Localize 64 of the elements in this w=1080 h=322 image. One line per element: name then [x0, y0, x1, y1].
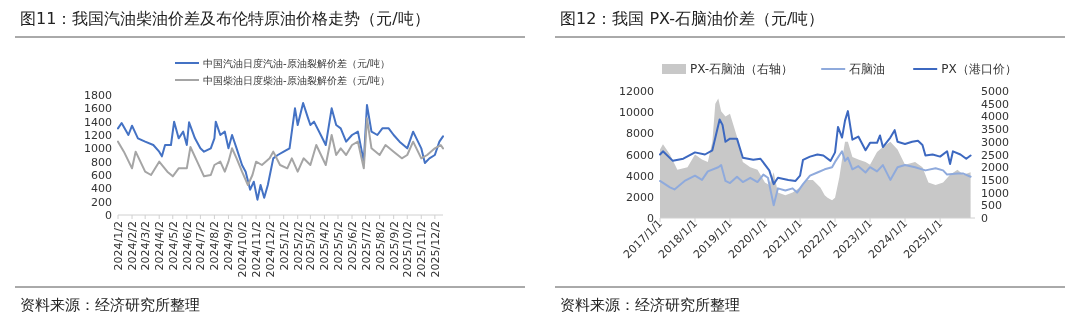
- text: 资料来源：经济研究所整理: [20, 296, 200, 314]
- x-tick-label: 2025/6/2: [346, 221, 360, 271]
- y2-tick-label: 5000: [981, 85, 1009, 98]
- y-tick-label: 200: [91, 195, 112, 209]
- x-tick-label: 2025/2/2: [291, 221, 305, 271]
- x-tick-label: 2024/7/2: [194, 221, 208, 271]
- x-tick-label: 2024/3/2: [139, 221, 153, 271]
- y2-tick-label: 1000: [981, 186, 1009, 200]
- y-tick-label: 8000: [626, 127, 654, 141]
- y-tick-label: 1600: [84, 102, 112, 116]
- y-tick-label: 6000: [626, 148, 654, 162]
- x-tick-label: 2024/5/2: [166, 221, 180, 271]
- y2-tick-label: 3500: [981, 123, 1009, 137]
- legend-label: 中国汽油日度汽油-原油裂解价差（元/吨）: [203, 58, 390, 69]
- x-tick-label: 2025/8/2: [373, 221, 387, 271]
- y2-tick-label: 3000: [981, 135, 1009, 149]
- x-tick-label: 2024/2/2: [126, 221, 140, 271]
- x-tick-label: 2025/11/2: [415, 221, 429, 278]
- x-tick-label: 2024/8/2: [208, 221, 222, 271]
- y2-tick-label: 0: [981, 212, 988, 225]
- x-tick-label: 2025/7/2: [359, 221, 373, 271]
- y-tick-label: 1000: [84, 142, 112, 156]
- x-tick-label: 2025/3/2: [304, 221, 318, 271]
- y2-tick-label: 4500: [981, 97, 1009, 111]
- x-tick-label: 2024/11/2: [250, 221, 264, 278]
- y-tick-label: 1800: [84, 89, 112, 102]
- y-tick-label: 1200: [84, 129, 112, 142]
- x-tick-label: 2024/12/2: [263, 221, 277, 278]
- chart-title: 图12：我国 PX-石脑油价差（元/吨）: [560, 9, 825, 28]
- y-tick-label: 4000: [626, 169, 654, 183]
- x-tick-label: 2025/5/2: [331, 221, 345, 271]
- x-tick-label: 2024/6/2: [180, 221, 194, 271]
- x-tick-label: 2024/4/2: [153, 221, 167, 271]
- line-series: [117, 102, 444, 201]
- legend-label: 石脑油: [849, 62, 886, 76]
- y-tick-label: 10000: [619, 106, 654, 120]
- line-series: [659, 110, 972, 186]
- line-series: [659, 150, 972, 207]
- y-tick-label: 2000: [626, 190, 654, 204]
- x-tick-label: 2025/10/2: [401, 221, 415, 278]
- y2-tick-label: 500: [981, 199, 1002, 213]
- x-tick-label: 2024/9/2: [222, 221, 236, 271]
- y-tick-label: 400: [91, 182, 112, 196]
- y2-tick-label: 1500: [981, 173, 1009, 187]
- y2-tick-label: 2500: [981, 148, 1009, 162]
- y-tick-label: 12000: [619, 85, 654, 98]
- chart-title: 图11：我国汽油柴油价差及布伦特原油价格走势（元/吨）: [20, 9, 430, 28]
- x-tick-label: 2024/1/2: [112, 221, 125, 271]
- legend-label: 中国柴油日度柴油-原油裂解价差（元/吨）: [203, 75, 390, 86]
- y-tick-label: 1400: [84, 115, 112, 129]
- y-tick-label: 0: [105, 209, 112, 222]
- text: 资料来源：经济研究所整理: [560, 296, 740, 314]
- x-tick-label: 2025/1/2: [277, 221, 291, 271]
- y-tick-label: 800: [91, 155, 112, 169]
- y-tick-label: 600: [91, 169, 112, 182]
- y2-tick-label: 2000: [981, 161, 1009, 175]
- x-tick-label: 2025/9/2: [387, 221, 401, 271]
- x-tick-label: 2025/12/2: [428, 221, 442, 278]
- x-tick-label: 2024/10/2: [236, 221, 250, 278]
- y2-tick-label: 4000: [981, 110, 1009, 124]
- legend-label: PX（港口价）: [941, 62, 1017, 76]
- line-series: [117, 117, 444, 186]
- x-tick-label: 2025/4/2: [318, 221, 332, 271]
- legend-label: PX-石脑油（右轴）: [690, 62, 794, 76]
